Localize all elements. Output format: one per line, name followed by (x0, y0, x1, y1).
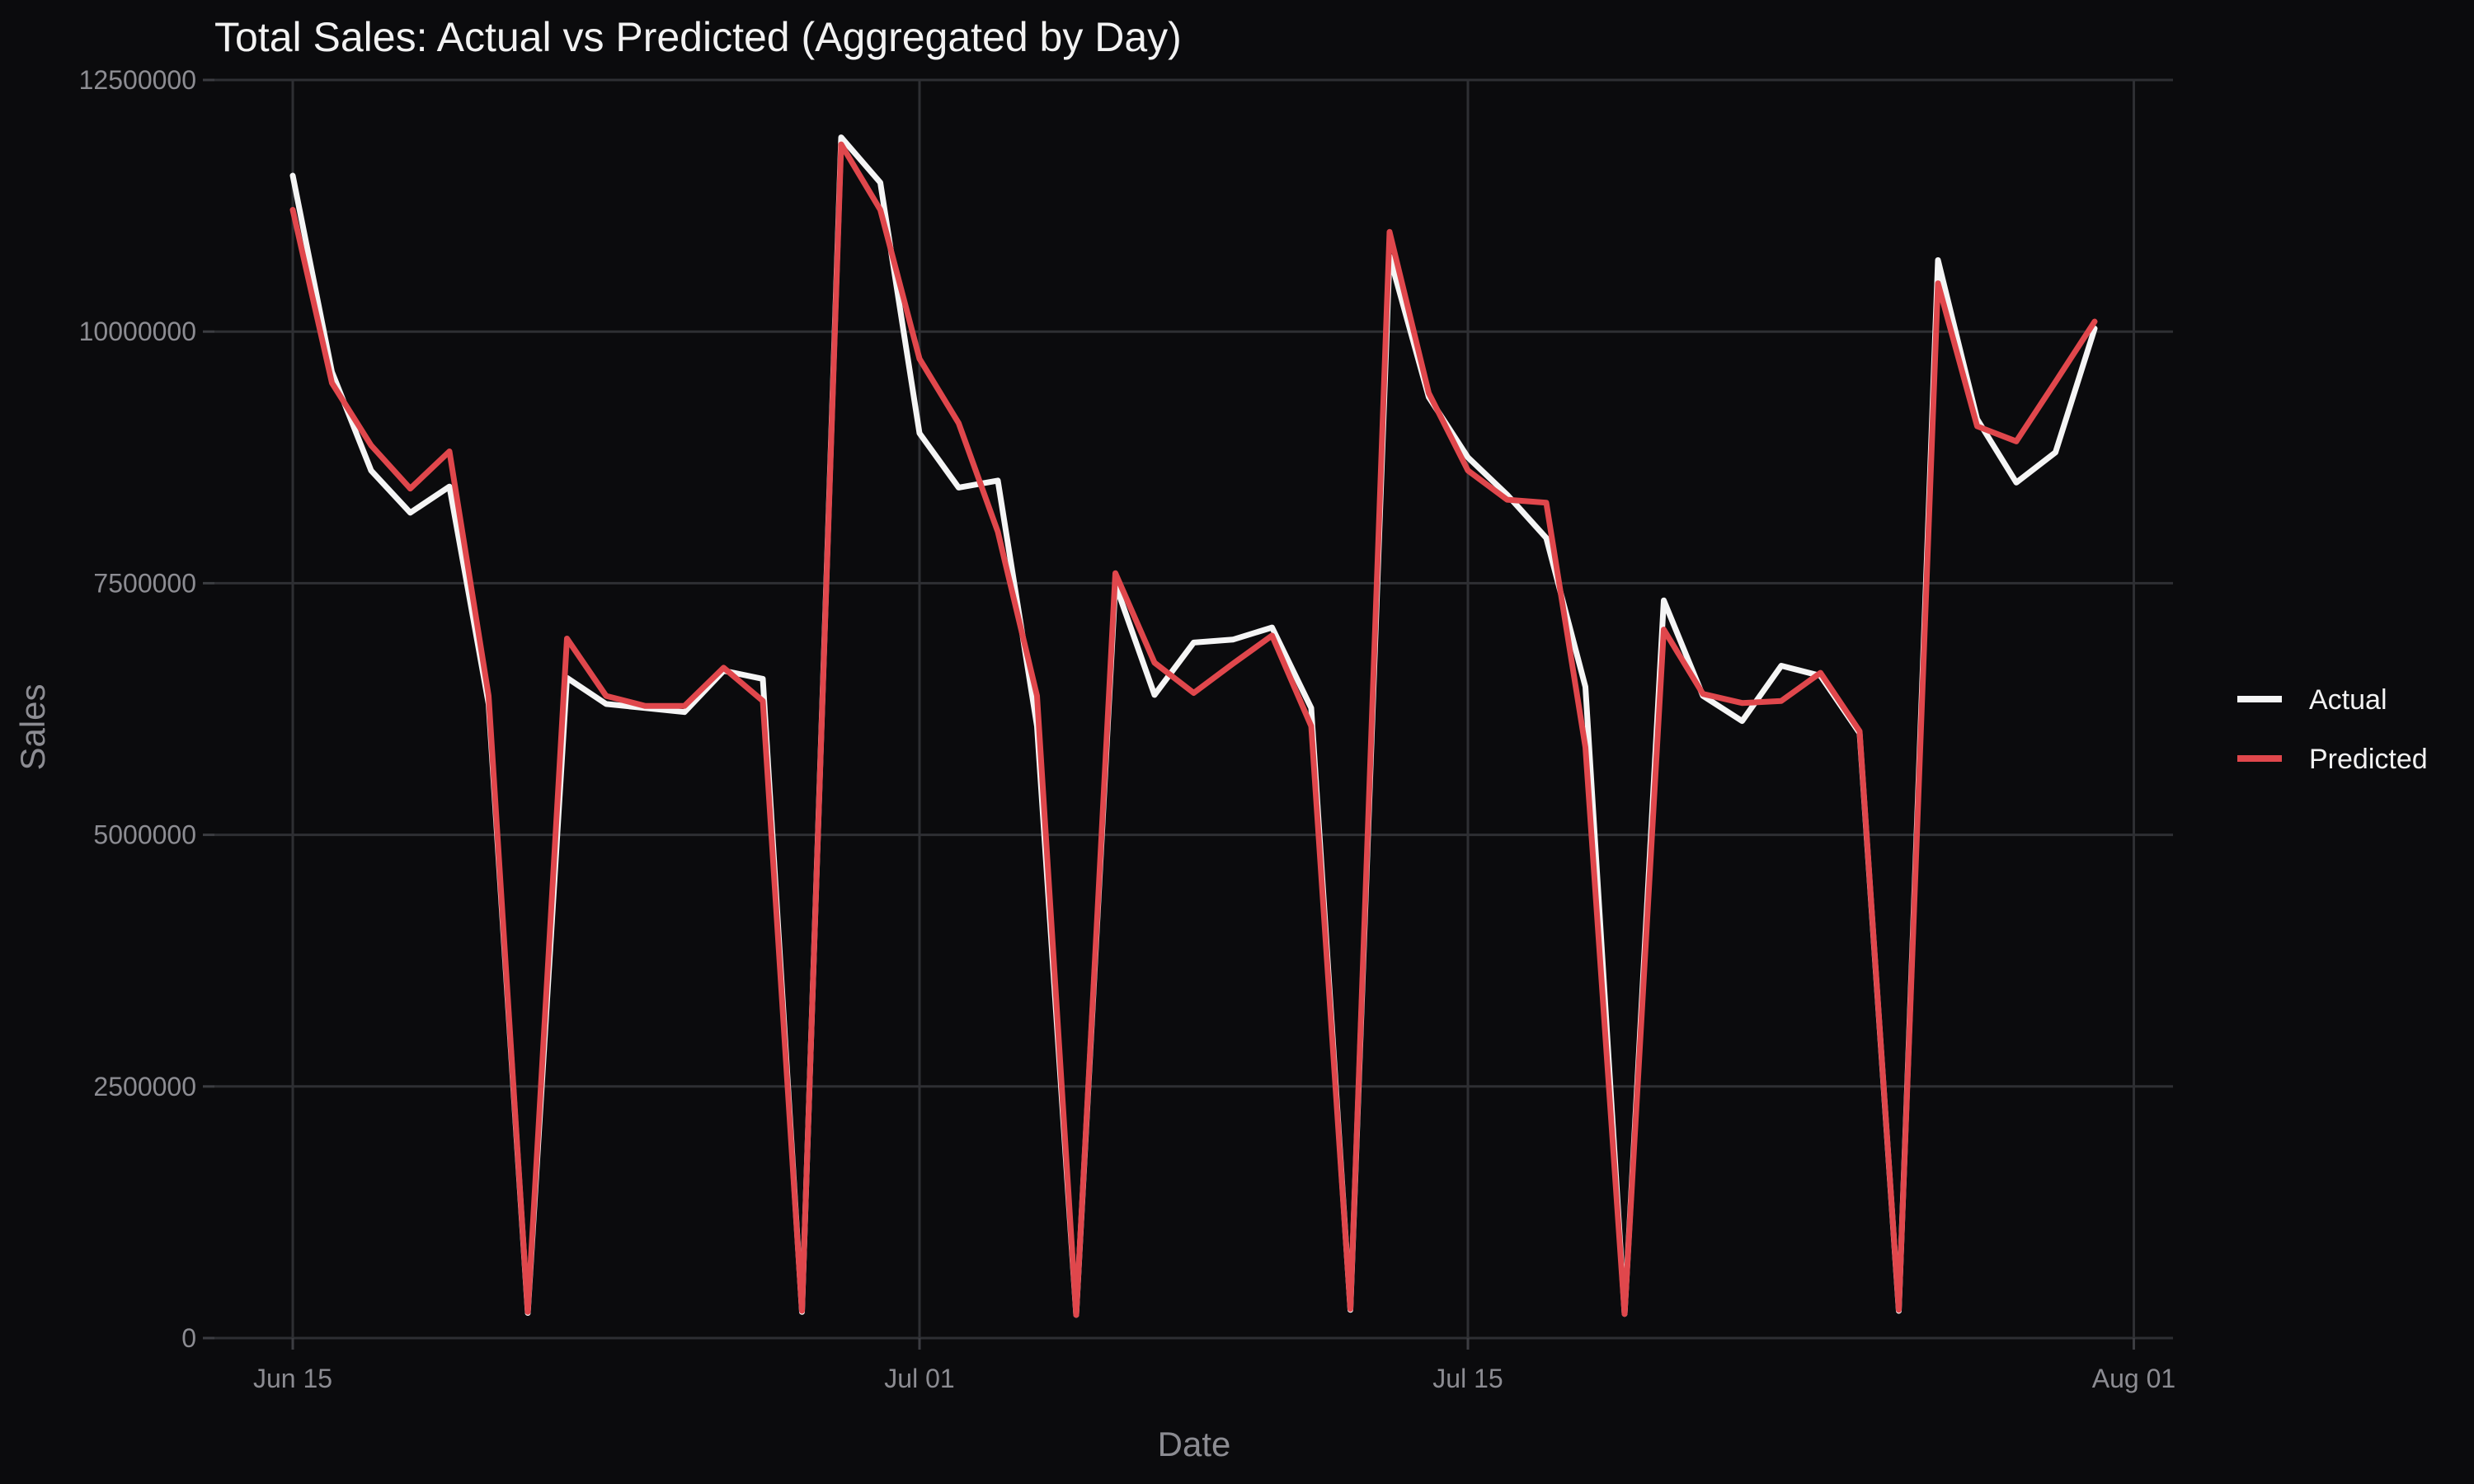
series-line-actual (289, 134, 2098, 1318)
x-tick-label: Aug 01 (2092, 1364, 2175, 1393)
y-tick-label: 12500000 (79, 65, 196, 95)
x-axis: Jun 15 Jul 01 Jul 15 Aug 01 (253, 1338, 2175, 1393)
y-tick-label: 7500000 (93, 568, 196, 598)
y-axis: 0 2500000 5000000 7500000 10000000 12500000 (79, 65, 214, 1353)
y-tick-label: 5000000 (93, 820, 196, 850)
x-tick-label: Jul 01 (884, 1364, 954, 1393)
y-tick-label: 10000000 (79, 317, 196, 346)
legend-label-predicted: Predicted (2309, 744, 2428, 775)
y-tick-label: 0 (181, 1323, 196, 1353)
series-group (289, 134, 2098, 1318)
chart-title: Total Sales: Actual vs Predicted (Aggreg… (214, 14, 1182, 60)
x-axis-title: Date (1158, 1425, 1231, 1463)
x-tick-label: Jul 15 (1432, 1364, 1503, 1393)
legend: Actual Predicted (2237, 684, 2428, 775)
y-axis-title: Sales (13, 683, 52, 770)
series-line-predicted (289, 141, 2098, 1318)
y-tick-label: 2500000 (93, 1072, 196, 1101)
legend-label-actual: Actual (2309, 684, 2387, 716)
grid (214, 78, 2173, 1340)
x-tick-label: Jun 15 (253, 1364, 332, 1393)
